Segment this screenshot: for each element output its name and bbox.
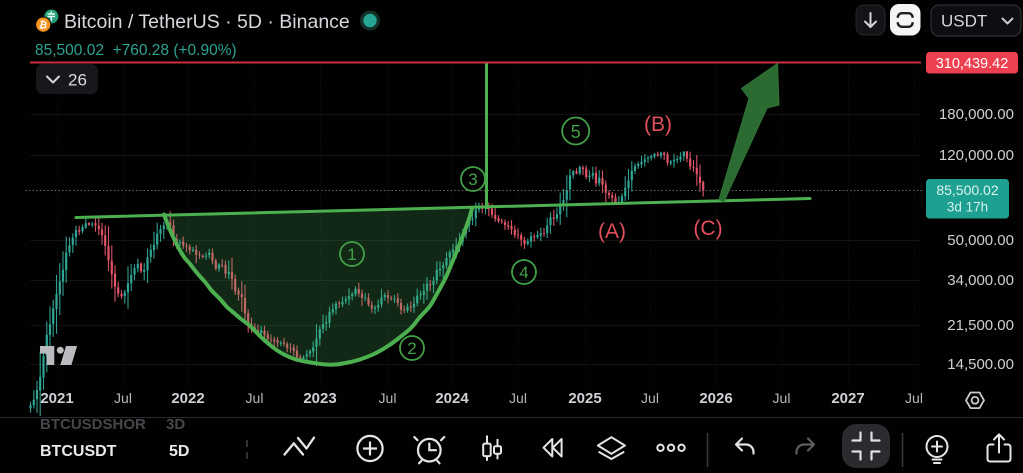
svg-text:5: 5 [571, 122, 581, 142]
svg-text:2025: 2025 [568, 390, 601, 407]
svg-text:3: 3 [468, 170, 477, 189]
svg-text:120,000.00: 120,000.00 [939, 147, 1014, 164]
svg-text:(B): (B) [644, 113, 672, 136]
svg-text:50,000.00: 50,000.00 [947, 232, 1014, 249]
svg-text:5D: 5D [169, 443, 189, 460]
svg-text:180,000.00: 180,000.00 [939, 106, 1014, 123]
svg-text:Jul: Jul [379, 390, 397, 406]
svg-text:2024: 2024 [435, 390, 469, 407]
svg-text:Jul: Jul [905, 390, 923, 406]
svg-text:2026: 2026 [699, 390, 732, 407]
svg-text:(A): (A) [598, 220, 626, 243]
svg-text:Bitcoin / TetherUS · 5D · Bina: Bitcoin / TetherUS · 5D · Binance [64, 11, 350, 33]
svg-text:2023: 2023 [303, 390, 336, 407]
svg-text:21,500.00: 21,500.00 [947, 317, 1014, 334]
svg-text:Jul: Jul [509, 390, 527, 406]
svg-text:26: 26 [68, 71, 87, 90]
svg-text:Jul: Jul [641, 390, 659, 406]
svg-text:BTCUSDT: BTCUSDT [40, 443, 117, 460]
svg-text:2: 2 [407, 339, 416, 358]
svg-text:310,439.42: 310,439.42 [936, 56, 1009, 72]
svg-text:85,500.02 +760.28 (+0.90%): 85,500.02 +760.28 (+0.90%) [35, 42, 237, 59]
svg-text:34,000.00: 34,000.00 [947, 272, 1014, 289]
svg-text:Jul: Jul [114, 390, 132, 406]
svg-text:3d 17h: 3d 17h [947, 200, 988, 215]
svg-text:(C): (C) [693, 217, 722, 240]
svg-text:2027: 2027 [831, 390, 864, 407]
svg-text:Jul: Jul [246, 390, 264, 406]
svg-text:2021: 2021 [40, 390, 73, 407]
svg-text:Jul: Jul [773, 390, 791, 406]
svg-text:14,500.00: 14,500.00 [947, 356, 1014, 373]
svg-text:₿: ₿ [38, 18, 48, 31]
svg-text:USDT: USDT [941, 12, 987, 31]
svg-text:2022: 2022 [171, 390, 204, 407]
svg-text:1: 1 [347, 245, 356, 264]
svg-text:BTCUSDSHOR: BTCUSDSHOR [40, 416, 146, 433]
svg-text:4: 4 [519, 263, 528, 282]
svg-text:85,500.02: 85,500.02 [936, 182, 998, 198]
svg-text:3D: 3D [166, 416, 185, 433]
